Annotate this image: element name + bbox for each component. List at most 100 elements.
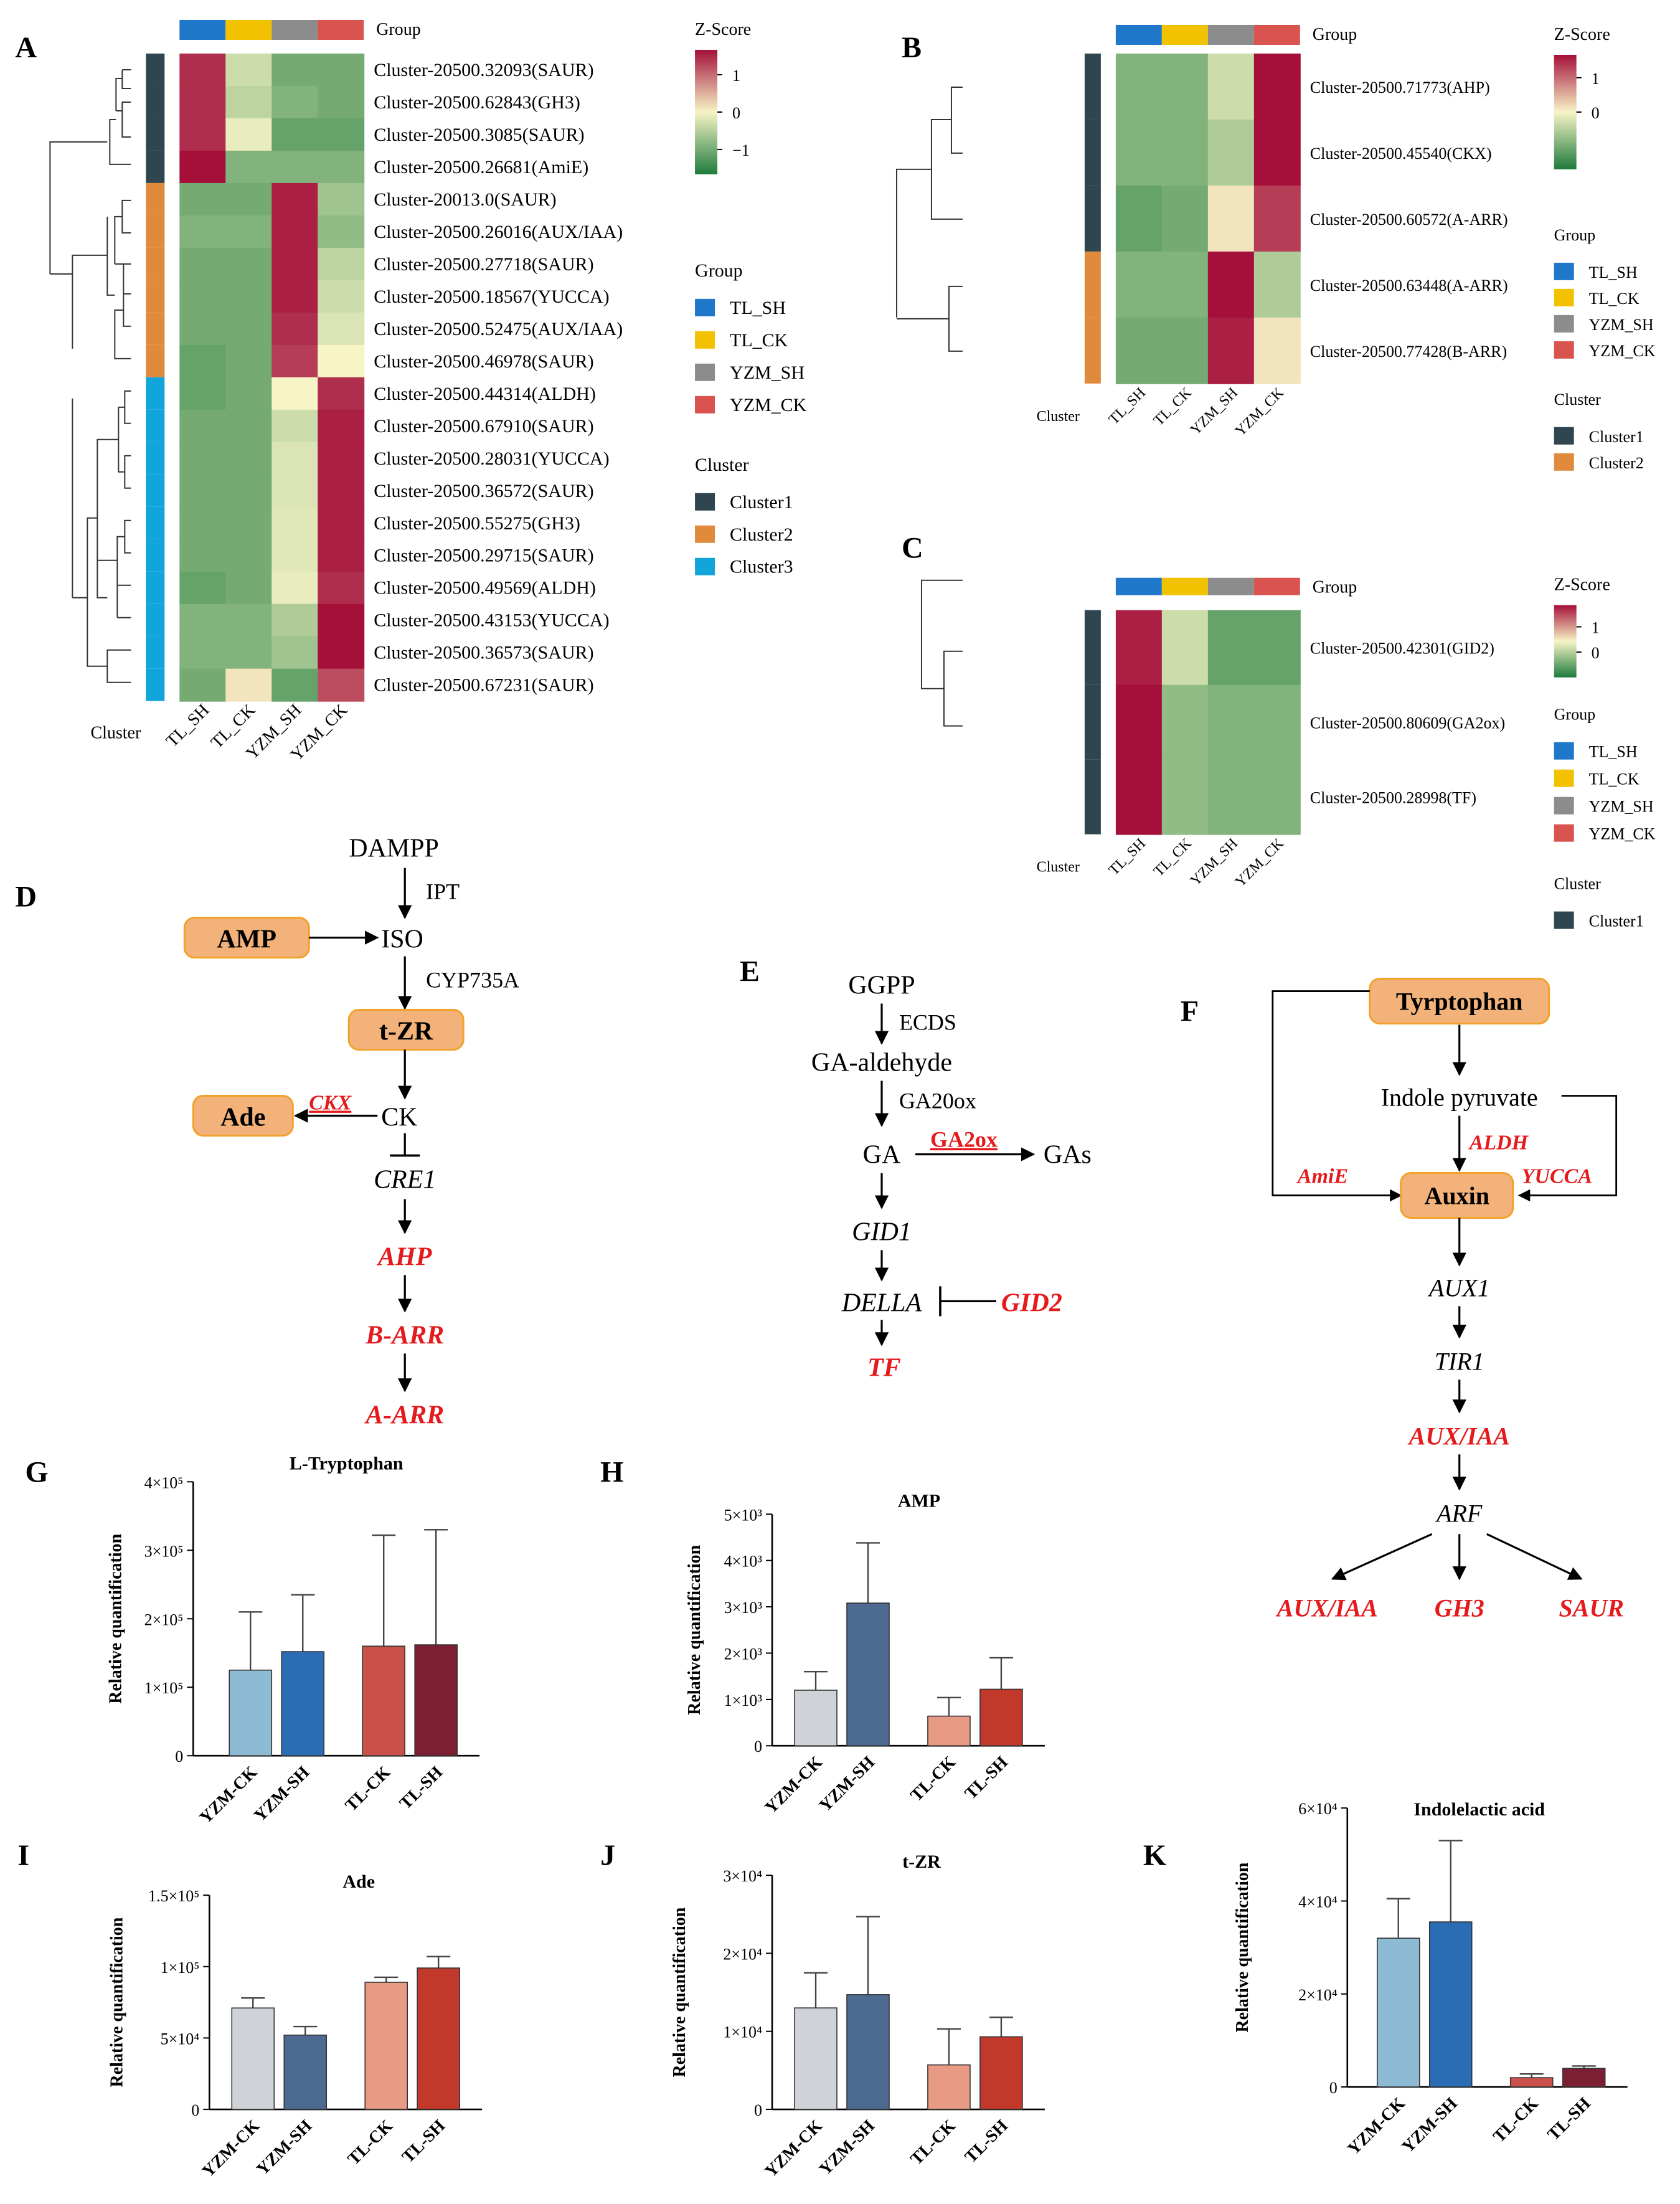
cluster-axis-title: Cluster bbox=[1037, 859, 1080, 876]
heatmap-cell bbox=[1161, 317, 1209, 384]
group-legend-swatch bbox=[1554, 797, 1574, 815]
row-label: Cluster-20500.3085(SAUR) bbox=[374, 125, 584, 145]
row-label: Cluster-20500.36572(SAUR) bbox=[374, 481, 593, 501]
y-axis-label: Relative quantification bbox=[106, 1533, 125, 1703]
column-label: YZM_SH bbox=[1187, 385, 1241, 438]
heatmap-cell bbox=[179, 150, 227, 184]
bar-yzm-sh bbox=[283, 2035, 328, 2110]
heatmap-cell bbox=[179, 215, 227, 248]
heatmap-cell bbox=[179, 53, 227, 87]
x-tick-label: TL-SH bbox=[396, 1762, 446, 1813]
bar-yzm-ck bbox=[231, 2007, 275, 2110]
heatmap-cell bbox=[225, 474, 273, 508]
heatmap-cell bbox=[179, 312, 227, 346]
group-legend-label: YZM_CK bbox=[1589, 342, 1656, 360]
group-legend-title: Group bbox=[695, 260, 743, 281]
heatmap-cell bbox=[1253, 317, 1301, 384]
y-tick-label: 4×10⁵ bbox=[144, 1473, 184, 1492]
group-legend-label: YZM_SH bbox=[1589, 798, 1654, 816]
cluster-annotation-cell bbox=[146, 668, 165, 701]
cluster-annotation-cell bbox=[146, 377, 165, 410]
heatmap-cell bbox=[1115, 251, 1163, 318]
cluster-annotation-cell bbox=[146, 182, 165, 215]
x-tick-label: YZM-CK bbox=[762, 1752, 827, 1818]
pathway-f-amie: AmiE bbox=[1296, 1165, 1348, 1188]
zscore-colorbar bbox=[1554, 54, 1577, 169]
row-label: Cluster-20500.44314(ALDH) bbox=[374, 384, 596, 404]
heatmap-cell bbox=[1161, 684, 1209, 760]
bar-tl-ck bbox=[927, 1715, 971, 1747]
cluster-annotation-cell bbox=[146, 442, 165, 475]
heatmap-cell bbox=[318, 312, 365, 346]
cluster-annotation-cell bbox=[1084, 759, 1101, 835]
y-tick-label: 0 bbox=[1329, 2079, 1338, 2097]
pathway-f-tir1: TIR1 bbox=[1435, 1347, 1484, 1375]
heatmap-cell bbox=[318, 85, 365, 119]
heatmap-cell bbox=[179, 442, 227, 475]
pathway-f-aux-iaa: AUX/IAA bbox=[1407, 1422, 1510, 1450]
heatmap-cell bbox=[1161, 251, 1209, 318]
pathway-e-gid1: GID1 bbox=[852, 1218, 912, 1246]
bar-chart-i: Ade 0 5×10⁴ 1×10⁵ 1.5×10⁵ Relative quantifica… bbox=[107, 1871, 483, 2181]
chart-title: L-Tryptophan bbox=[290, 1453, 403, 1473]
group-legend-swatch bbox=[695, 331, 715, 349]
heatmap-cell bbox=[1253, 53, 1301, 120]
x-tick-label: YZM-CK bbox=[196, 1762, 262, 1828]
group-legend-label: YZM_SH bbox=[730, 362, 805, 383]
group-swatch-yzm-ck bbox=[1253, 24, 1300, 45]
heatmap-cell bbox=[225, 280, 273, 313]
cluster-annotation-cell bbox=[146, 409, 165, 442]
cluster-legend-swatch bbox=[695, 557, 715, 575]
bar-tl-ck bbox=[362, 1645, 405, 1757]
panel-label-i: I bbox=[17, 1839, 29, 1872]
heatmap-a: Group Cluster-20500.32093(SAUR) Cluster-20… bbox=[90, 20, 806, 765]
heatmap-cell bbox=[1161, 185, 1209, 252]
cluster-legend-swatch bbox=[1554, 453, 1574, 471]
heatmap-cell bbox=[1115, 119, 1163, 186]
heatmap-cell bbox=[318, 474, 365, 508]
row-label: Cluster-20500.36573(SAUR) bbox=[374, 643, 593, 663]
panel-label-b: B bbox=[902, 31, 922, 64]
row-label: Cluster-20500.18567(YUCCA) bbox=[374, 286, 609, 307]
heatmap-cell bbox=[318, 603, 365, 637]
heatmap-cell bbox=[225, 571, 273, 605]
cluster-annotation-cell bbox=[1084, 119, 1101, 186]
chart-title: Indolelactic acid bbox=[1413, 1799, 1545, 1820]
cluster-annotation-cell bbox=[146, 636, 165, 669]
pathway-f-arrow bbox=[1331, 1533, 1433, 1581]
heatmap-cell bbox=[179, 409, 227, 443]
heatmap-cell bbox=[225, 118, 273, 151]
pathway-e-ga: GA bbox=[863, 1140, 901, 1169]
heatmap-cell bbox=[318, 118, 365, 151]
heatmap-cell bbox=[1207, 53, 1255, 120]
cluster-annotation-cell bbox=[146, 539, 165, 572]
zscore-colorbar bbox=[1554, 605, 1577, 678]
group-legend-label: YZM_SH bbox=[1589, 316, 1654, 334]
group-swatch-tl-ck bbox=[1161, 24, 1208, 45]
group-legend-label: TL_SH bbox=[1589, 743, 1638, 761]
y-tick-label: 4×10³ bbox=[724, 1553, 763, 1571]
group-swatch-yzm-ck bbox=[318, 19, 364, 40]
pathway-e-ga2ox: GA2ox bbox=[930, 1127, 998, 1152]
panel-label-f: F bbox=[1181, 995, 1199, 1028]
heatmap-cell bbox=[225, 247, 273, 281]
pathway-d-iso: ISO bbox=[381, 925, 423, 954]
cluster-annotation-cell bbox=[1084, 317, 1101, 384]
heatmap-cell bbox=[271, 409, 319, 443]
cluster-annotation-cell bbox=[146, 344, 165, 377]
heatmap-cell bbox=[1207, 119, 1255, 186]
pathway-d-tzr-box bbox=[347, 1009, 465, 1051]
column-label: YZM_CK bbox=[1232, 835, 1288, 891]
group-legend-swatch bbox=[1554, 262, 1574, 280]
heatmap-cell bbox=[179, 603, 227, 637]
row-label: Cluster-20500.55275(GH3) bbox=[374, 513, 580, 534]
bar-yzm-sh bbox=[846, 1994, 890, 2110]
zscore-legend-title: Z-Score bbox=[1554, 25, 1610, 44]
y-tick-label: 0 bbox=[754, 1738, 762, 1756]
heatmap-cell bbox=[318, 344, 365, 378]
heatmap-cell bbox=[318, 182, 365, 216]
heatmap-cell bbox=[225, 539, 273, 572]
x-tick-label: TL-SH bbox=[961, 2116, 1012, 2167]
group-swatch-yzm-ck bbox=[1253, 577, 1300, 595]
